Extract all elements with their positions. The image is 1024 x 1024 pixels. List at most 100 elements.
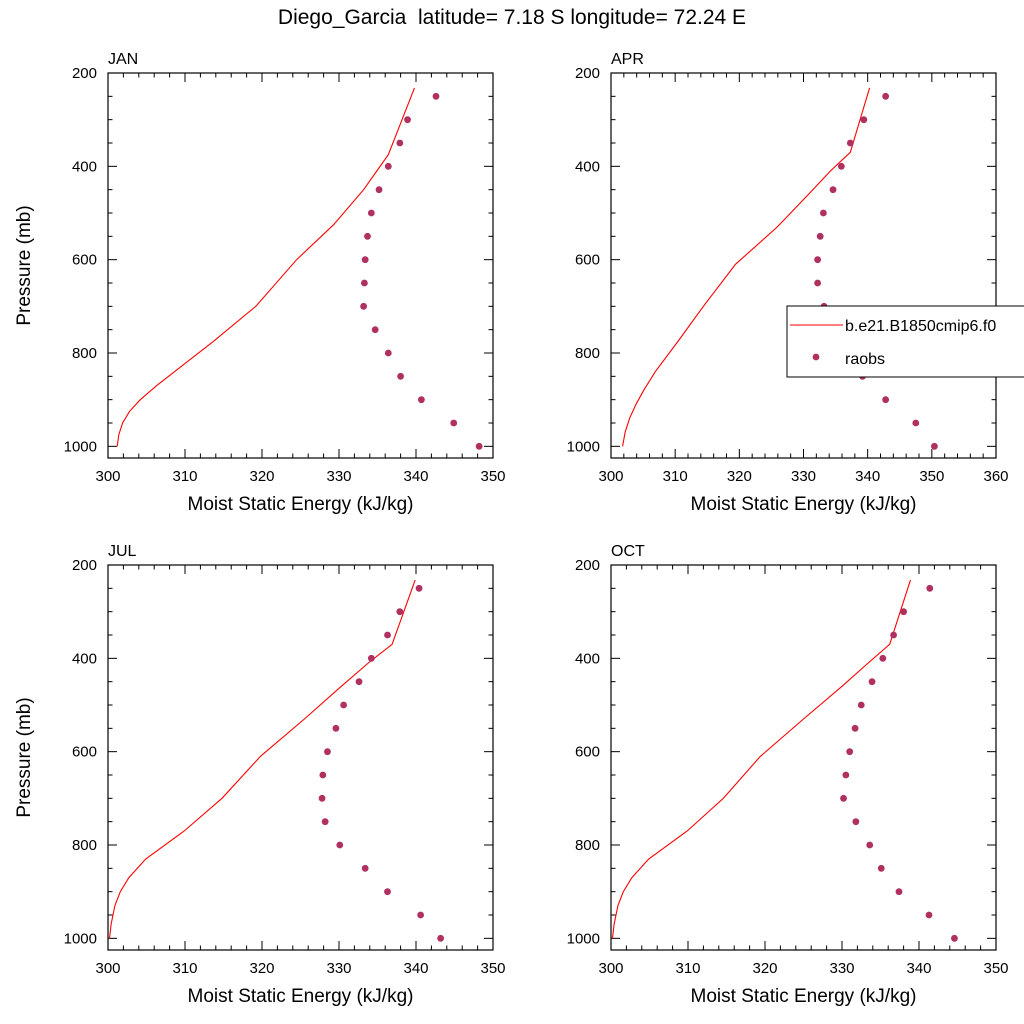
model-profile-line — [622, 87, 871, 447]
raobs-point — [860, 116, 868, 124]
y-tick-label: 600 — [72, 744, 97, 761]
x-tick-label: 320 — [752, 960, 777, 977]
raobs-point — [851, 724, 859, 732]
plot-frame — [610, 72, 997, 459]
x-tick-label: 300 — [598, 468, 623, 485]
y-tick-label: 1000 — [64, 930, 97, 947]
x-tick-label: 330 — [326, 468, 351, 485]
x-tick-label: 300 — [95, 468, 120, 485]
x-tick-label: 330 — [326, 960, 351, 977]
raobs-point — [367, 209, 375, 217]
raobs-point — [882, 396, 890, 404]
x-tick-label: 350 — [919, 468, 944, 485]
y-tick-label: 200 — [575, 557, 600, 574]
raobs-point — [355, 678, 363, 686]
figure-title: Diego_Garcia latitude= 7.18 S longitude=… — [277, 6, 747, 29]
raobs-point — [375, 186, 383, 194]
raobs-point — [450, 419, 458, 427]
y-tick-label: 1000 — [567, 438, 600, 455]
y-axis-label: Pressure (mb) — [14, 205, 35, 325]
x-tick-label: 350 — [480, 468, 505, 485]
raobs-point — [361, 256, 369, 264]
raobs-point — [837, 162, 845, 170]
panel-apr: 300 310 320 330 340 350 360 200 400 600 800 1000 APR… — [567, 51, 1009, 515]
raobs-point — [360, 302, 368, 310]
raobs-point — [404, 116, 411, 124]
raobs-point — [868, 678, 876, 686]
raobs-point — [866, 841, 874, 849]
raobs-point — [361, 279, 368, 287]
raobs-point — [846, 748, 854, 756]
raobs-point — [951, 934, 958, 942]
raobs-point — [384, 162, 392, 170]
panel-jul: 300 310 320 330 340 350 200 400 600 800 1000 JUL Moi… — [14, 543, 506, 1007]
raobs-point — [852, 818, 860, 826]
x-tick-label: 330 — [829, 960, 854, 977]
x-tick-label: 320 — [249, 960, 274, 977]
x-axis-label: Moist Static Energy (kJ/kg) — [188, 986, 414, 1007]
x-tick-label: 310 — [172, 468, 197, 485]
x-tick-label: 310 — [172, 960, 197, 977]
raobs-point — [396, 608, 404, 616]
y-tick-label: 600 — [72, 252, 97, 269]
x-tick-label: 350 — [480, 960, 505, 977]
raobs-point — [415, 584, 423, 592]
plot-area — [611, 579, 958, 942]
legend-label-model: b.e21.B1850cmip6.f0 — [845, 318, 996, 335]
panel-oct: 300 310 320 330 340 350 200 400 600 800 1000 OCT Moi… — [567, 543, 1009, 1007]
raobs-point — [857, 701, 865, 709]
x-tick-label: 350 — [983, 960, 1008, 977]
model-profile-line — [611, 579, 912, 939]
panel-label: APR — [611, 51, 644, 68]
y-tick-label: 800 — [575, 345, 600, 362]
raobs-point — [877, 864, 885, 872]
plot-area — [116, 87, 483, 450]
raobs-point — [925, 911, 933, 919]
y-tick-label: 800 — [575, 837, 600, 854]
raobs-point — [340, 701, 348, 709]
panel-label: OCT — [611, 543, 645, 560]
plot-frame — [107, 564, 494, 951]
x-tick-label: 320 — [249, 468, 274, 485]
x-axis-label: Moist Static Energy (kJ/kg) — [691, 986, 917, 1007]
x-axis-label: Moist Static Energy (kJ/kg) — [188, 494, 414, 515]
x-tick-label: 340 — [403, 960, 428, 977]
raobs-point — [384, 631, 391, 639]
y-tick-label: 200 — [72, 65, 97, 82]
model-profile-line — [108, 579, 416, 939]
legend: b.e21.B1850cmip6.f0 raobs — [786, 305, 1024, 378]
raobs-point — [840, 794, 847, 802]
plot-frame — [610, 564, 997, 951]
raobs-point — [367, 654, 375, 662]
y-axis-label: Pressure (mb) — [14, 697, 35, 817]
y-tick-label: 400 — [575, 650, 600, 667]
raobs-point — [384, 888, 391, 896]
panel-label: JUL — [108, 543, 137, 560]
raobs-point — [912, 419, 920, 427]
raobs-point — [814, 279, 822, 287]
raobs-point — [814, 256, 822, 264]
raobs-point — [396, 139, 404, 147]
raobs-point — [384, 349, 392, 357]
raobs-point — [332, 724, 340, 732]
raobs-point — [846, 139, 854, 147]
legend-box — [786, 305, 1024, 378]
x-tick-label: 310 — [663, 468, 688, 485]
raobs-point — [890, 631, 897, 639]
raobs-point — [371, 326, 379, 334]
x-tick-label: 340 — [403, 468, 428, 485]
raobs-point — [361, 864, 369, 872]
raobs-point — [437, 934, 445, 942]
x-tick-label: 300 — [598, 960, 623, 977]
raobs-point — [882, 92, 890, 100]
y-tick-label: 400 — [72, 650, 97, 667]
raobs-point — [895, 888, 903, 896]
raobs-point — [417, 911, 425, 919]
legend-label-raobs: raobs — [845, 351, 885, 368]
raobs-point — [931, 442, 938, 450]
x-tick-label: 310 — [675, 960, 700, 977]
y-tick-label: 200 — [72, 557, 97, 574]
raobs-point — [829, 186, 837, 194]
y-tick-label: 1000 — [567, 930, 600, 947]
raobs-point — [926, 584, 934, 592]
